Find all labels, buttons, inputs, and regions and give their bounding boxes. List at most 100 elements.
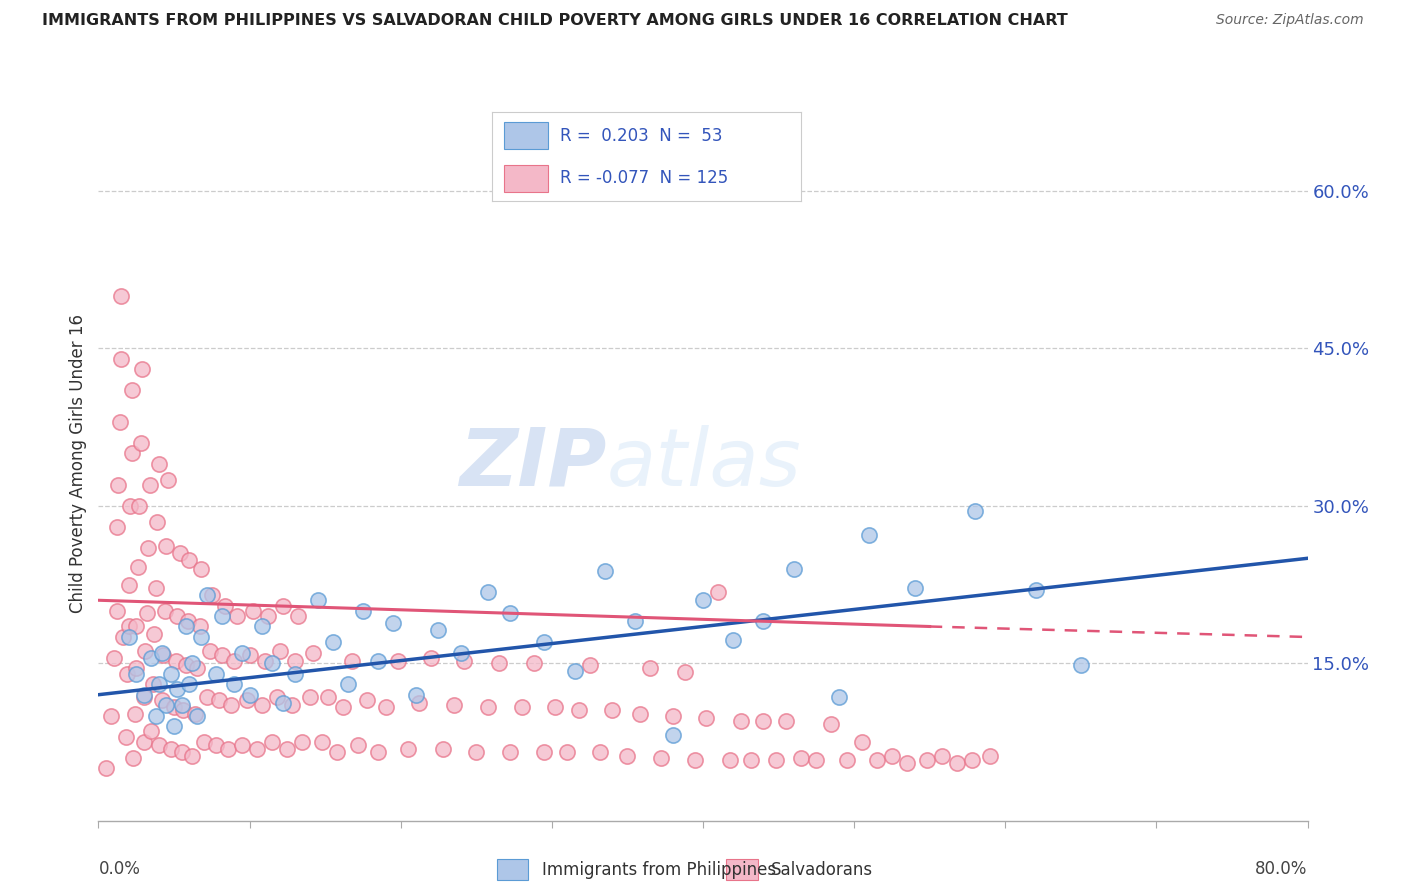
Point [284,654,307,668]
Point [134,643,156,657]
Point [946,756,969,770]
Point [628,706,651,721]
Point [94,761,117,775]
Point [311,735,333,749]
Point [108,415,131,429]
Point [450,646,472,660]
Point [224,654,246,668]
Point [120,499,142,513]
Point [465,746,488,760]
Point [105,604,128,618]
FancyBboxPatch shape [496,859,529,880]
Point [166,609,188,624]
Point [179,553,201,567]
Point [896,756,918,770]
Point [271,696,294,710]
Point [332,700,354,714]
Point [179,677,201,691]
Point [153,604,176,618]
Text: ZIP: ZIP [458,425,606,503]
Point [250,619,273,633]
Point [105,520,128,534]
Point [326,746,349,760]
Point [316,690,339,704]
Point [723,633,745,648]
Point [266,690,288,704]
Point [217,742,239,756]
Point [125,661,148,675]
Point [201,588,224,602]
Point [148,738,170,752]
Point [132,735,155,749]
Point [544,700,567,714]
Point [851,735,873,749]
Point [143,627,166,641]
Point [904,581,927,595]
Point [1070,658,1092,673]
Point [477,585,499,599]
Point [239,688,262,702]
Point [662,708,685,723]
Point [960,753,983,767]
Point [638,661,661,675]
Point [231,646,253,660]
Point [866,753,889,767]
Text: R = -0.077  N = 125: R = -0.077 N = 125 [560,169,728,187]
Point [122,750,145,764]
Point [118,577,141,591]
Point [262,657,284,671]
Point [246,742,269,756]
FancyBboxPatch shape [505,165,548,192]
Point [367,746,389,760]
Point [269,643,291,657]
Point [820,717,842,731]
Point [211,648,233,662]
Point [131,362,153,376]
Point [125,619,148,633]
Point [730,714,752,728]
Point [211,609,233,624]
Point [281,698,304,713]
Point [190,562,212,576]
Point [510,700,533,714]
Point [322,635,344,649]
Point [1024,582,1046,597]
Point [593,564,616,578]
Point [564,664,586,678]
Point [110,351,132,366]
Point [624,614,647,628]
Point [291,735,314,749]
Point [110,289,132,303]
Point [145,708,167,723]
Point [602,703,624,717]
Point [132,688,155,702]
Point [205,666,228,681]
Point [214,599,236,613]
Point [752,714,775,728]
Text: 80.0%: 80.0% [1256,860,1308,878]
Point [160,742,183,756]
Point [118,630,141,644]
Point [555,746,578,760]
Point [132,690,155,704]
Point [103,651,125,665]
Point [790,750,813,764]
FancyBboxPatch shape [725,859,758,880]
Point [155,698,177,713]
Text: 0.0%: 0.0% [98,860,141,878]
Text: Salvadorans: Salvadorans [770,861,873,879]
Point [828,690,851,704]
Point [523,657,546,671]
Point [195,588,218,602]
Point [155,539,177,553]
Point [775,714,797,728]
Point [226,609,249,624]
Point [121,446,143,460]
Point [163,719,186,733]
Point [578,658,600,673]
Point [160,666,183,681]
Point [208,693,231,707]
Point [128,499,150,513]
Point [256,609,278,624]
Point [740,753,762,767]
